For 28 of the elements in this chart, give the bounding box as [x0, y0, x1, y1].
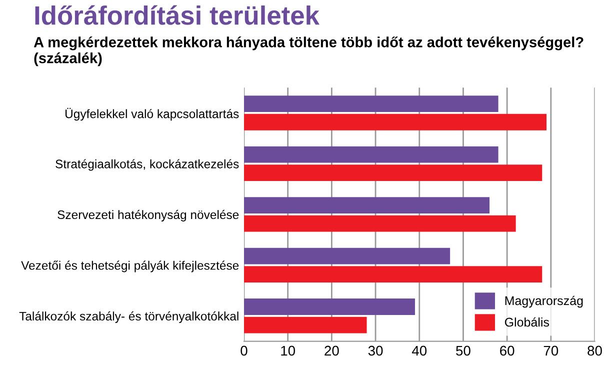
- bar: [244, 96, 498, 112]
- bar: [244, 164, 542, 182]
- bar: [244, 215, 516, 232]
- x-tick-label: 20: [324, 346, 339, 356]
- x-tick-label: 80: [588, 346, 602, 356]
- x-tick-label: 60: [500, 346, 514, 356]
- x-tick-label: 70: [544, 346, 558, 356]
- y-tick-label: Találkozók szabály- és törvényalkotókkal: [19, 311, 238, 323]
- y-tick-label: Ügyfelekkel való kapcsolattartás: [66, 108, 239, 121]
- bar: [244, 316, 367, 334]
- y-tick-label: Szervezeti hatékonyság növelése: [58, 210, 239, 222]
- bar: [244, 114, 547, 130]
- x-tick-label: 10: [281, 346, 296, 356]
- x-tick-label: 30: [368, 346, 383, 356]
- y-tick-label: Vezetői és tehetségi pályák kifejlesztése: [21, 260, 239, 272]
- legend-label: Magyarország: [505, 296, 583, 308]
- x-tick-label: 40: [412, 346, 427, 356]
- bar: [244, 266, 542, 283]
- chart-title: Időráfordítási területek: [35, 5, 320, 25]
- x-tick-label: 50: [456, 346, 470, 356]
- legend-label: Globális: [504, 317, 550, 327]
- chart-subtitle: A megkérdezettek mekkora hányada töltene több időt az adott tevékenységgel? (százalék): [34, 36, 584, 66]
- x-tick-label: 0: [240, 346, 248, 356]
- bar: [244, 146, 498, 163]
- y-tick-label: Stratégiaalkotás, kockázatkezelés: [56, 159, 239, 171]
- bar: [244, 298, 415, 315]
- bar: [244, 197, 490, 214]
- bar: [244, 248, 450, 264]
